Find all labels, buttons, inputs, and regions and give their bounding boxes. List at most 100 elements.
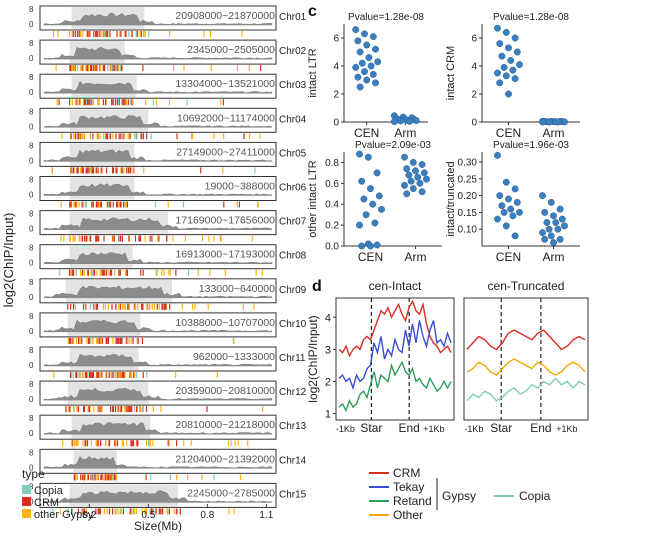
size-axis-title: Size(Mb) [134,519,182,533]
scatter-point [539,118,546,126]
track-ytick-8: 8 [29,414,34,423]
track-range-label: 2245000~2785000 [187,487,275,499]
track-signal-area [43,422,273,435]
scatter-intact-truncated: Pvalue=1.96e-03 0.10 0.15 0.20 0.25 0.30intac… [445,140,580,264]
track-range-label: 10692000~11174000 [177,112,275,124]
scatter-xtick-label: Arm [394,126,416,140]
track-range-label: 133000~640000 [199,283,275,295]
scatter-point [543,219,551,226]
scatter-xtick-label: Arm [543,126,565,140]
track-range-label: 20810000~21218000 [175,419,275,431]
profile-line-crm [338,299,452,358]
scatter-point [500,208,508,216]
track-chr-label: Chr02 [279,46,307,57]
track-ytick-8: 8 [29,482,34,491]
track-chr-label: Chr12 [279,387,307,398]
track-ytick-0: 0 [29,20,34,29]
track-chr-label: Chr08 [279,251,307,262]
scatter-point [375,192,383,200]
scatter-point [496,40,504,48]
track-te-ticks [53,372,218,378]
profile-ytick-label: 1 [325,409,331,421]
scatter-point [500,63,508,71]
scatter-point [541,235,549,243]
scatter-xtick-label: CEN [496,126,521,140]
track-signal-area [43,12,273,26]
track-range-label: 20908000~21870000 [175,10,275,22]
track-range-label: 27149000~27411000 [176,146,275,158]
track-signal-area [43,183,273,196]
scatter-point [547,232,555,240]
track-te-ticks [67,337,235,344]
profile-cen-intact: cen-Intact 1 2 3 4 log2(ChIP/Input) -1Kb Star En… [306,279,455,435]
track-ytick-0: 0 [29,122,34,131]
scatter-point [401,153,408,161]
track-ytick-8: 8 [29,448,34,457]
scatter-point [364,153,372,161]
scatter-point [505,90,512,98]
scatter-title: Pvalue=2.09e-03 [355,140,431,151]
scatter-point [556,235,564,243]
scatter-point [416,179,424,187]
scatter-point [406,117,414,125]
scatter-point [361,68,368,76]
profile-legend-label: CRM [393,466,420,480]
scatter-point [502,222,510,230]
track-signal-area [43,319,273,333]
track-chr-label: Chr09 [279,285,307,296]
profile-xtick-label: +1Kb [423,424,444,434]
track-signal-area [43,387,273,401]
track-chr06: 8 0 19000~388000 Chr06 [29,176,307,208]
scatter-ytick-label: 6 [333,34,339,45]
scatter-point [505,44,512,52]
profile-legend-label: Other [393,508,423,522]
track-ytick-8: 8 [29,176,34,185]
type-legend-title: type [22,467,45,481]
track-chr02: 8 0 2345000~2505000 Chr02 [29,39,307,72]
scatter-point [356,48,364,56]
profile-line-copia [466,377,586,402]
track-ytick-0: 0 [29,327,34,336]
track-ytick-0: 0 [29,293,34,302]
profile-frame [335,297,455,421]
scatter-ytick-label: 4 [471,62,477,73]
scatter-ytick-label: 0.4 [325,200,339,211]
panel-label-d: d [312,278,322,295]
scatter-title: Pvalue=1.28e-08 [348,12,424,23]
scatter-point [561,222,568,230]
scatter-point [420,169,428,177]
track-chr-label: Chr06 [279,183,307,194]
track-te-ticks [51,167,256,174]
scatter-point [361,30,368,38]
scatter-point [372,79,379,87]
scatter-point [554,225,562,233]
scatter-point [407,177,415,185]
scatter-xtick-label: CEN [354,126,379,140]
scatter-point [401,181,408,189]
scatter-point [354,37,362,45]
scatter-point [352,26,360,34]
track-ytick-0: 0 [29,54,34,63]
type-legend-swatch [22,485,31,494]
scatter-point [511,34,519,42]
scatter-ytick-label: 2 [471,90,477,101]
profile-xtick-label: End [398,421,419,435]
track-ytick-0: 0 [29,429,34,438]
scatter-point [513,48,521,56]
scatter-point [403,190,411,198]
type-legend-swatch [22,509,31,518]
track-range-label: 2345000~2505000 [187,44,275,56]
track-chr04: 8 0 10692000~11174000 Chr04 [29,107,307,140]
track-range-label: 13304000~13521000 [175,78,275,90]
scatter-xtick-label: Arm [543,250,565,264]
scatter-y-label: other intact LTR [307,160,319,237]
track-signal-area [43,80,273,94]
track-signal-area [43,252,273,264]
track-signal-area [43,490,273,503]
track-te-ticks [65,406,264,413]
track-chr11: 8 0 962000~1333000 Chr11 [29,346,306,378]
track-ytick-8: 8 [29,73,34,82]
track-range-label: 19000~388000 [205,181,276,193]
